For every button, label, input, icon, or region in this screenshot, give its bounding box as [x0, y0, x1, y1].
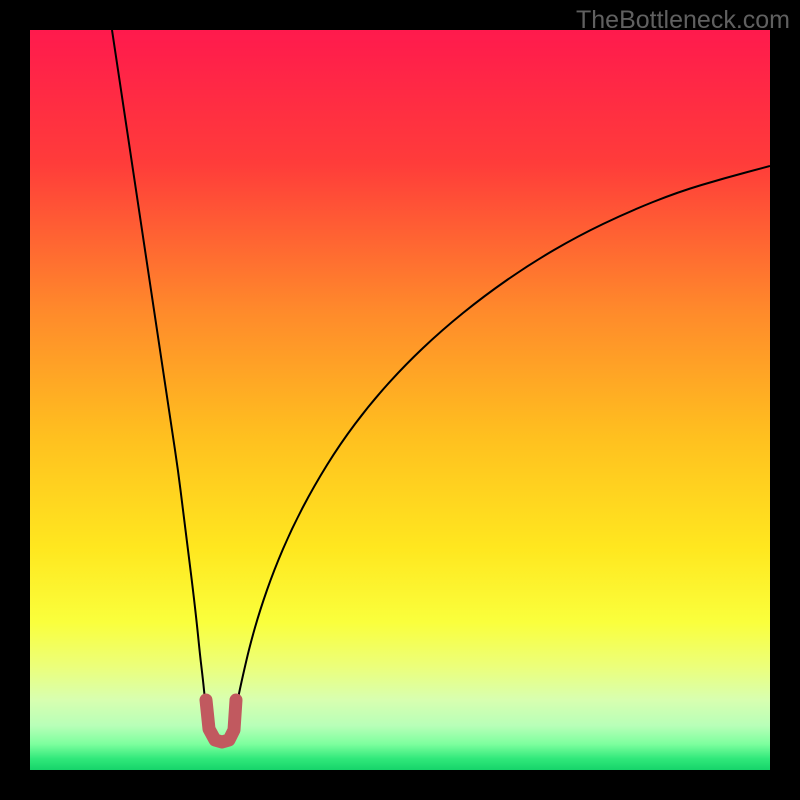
chart-background-gradient	[30, 30, 770, 770]
chart-plot-area	[30, 30, 770, 770]
chart-outer-frame: TheBottleneck.com	[0, 0, 800, 800]
